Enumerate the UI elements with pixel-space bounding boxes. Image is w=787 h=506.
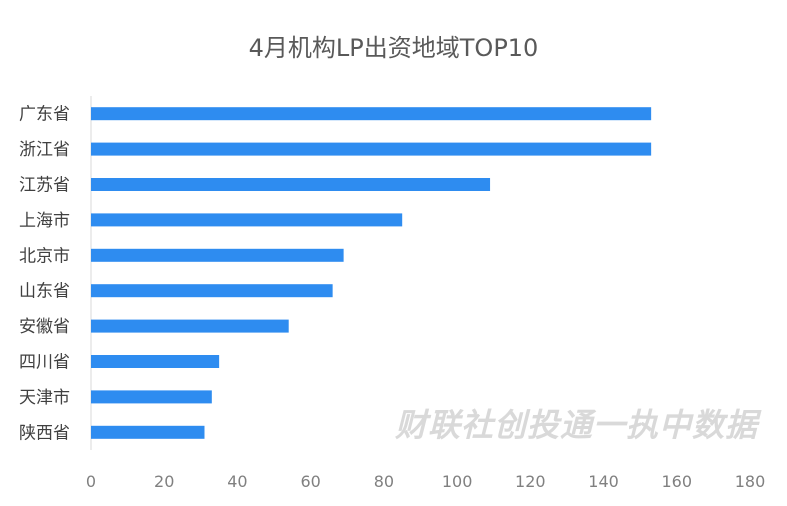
y-tick-label: 天津市 bbox=[19, 388, 70, 408]
y-tick-label: 广东省 bbox=[19, 105, 70, 125]
bar bbox=[91, 107, 652, 121]
chart-title: 4月机构LP出资地域TOP10 bbox=[248, 34, 539, 62]
bar bbox=[91, 178, 491, 191]
y-tick-label: 安徽省 bbox=[19, 317, 70, 337]
x-tick-label: 100 bbox=[442, 472, 473, 491]
y-tick-label: 江苏省 bbox=[19, 176, 70, 196]
y-tick-label: 山东省 bbox=[19, 282, 70, 302]
x-tick-label: 0 bbox=[86, 472, 96, 491]
y-tick-label: 陕西省 bbox=[19, 423, 70, 443]
bar bbox=[91, 142, 652, 156]
x-tick-label: 40 bbox=[227, 472, 247, 491]
x-tick-label: 120 bbox=[515, 472, 546, 491]
bar bbox=[91, 248, 344, 262]
bar bbox=[91, 284, 333, 298]
bar bbox=[91, 213, 403, 227]
bar bbox=[91, 390, 212, 404]
y-tick-label: 浙江省 bbox=[19, 140, 70, 160]
watermark: 财联社创投通一执中数据 bbox=[395, 406, 759, 444]
x-tick-label: 60 bbox=[300, 472, 320, 491]
x-tick-label: 140 bbox=[588, 472, 619, 491]
x-tick-label: 180 bbox=[735, 472, 766, 491]
y-tick-label: 四川省 bbox=[19, 353, 70, 373]
bar bbox=[91, 319, 289, 333]
x-tick-label: 160 bbox=[662, 472, 693, 491]
y-tick-label: 上海市 bbox=[19, 211, 70, 231]
bar bbox=[91, 425, 205, 439]
y-tick-label: 北京市 bbox=[19, 246, 70, 266]
x-tick-label: 80 bbox=[374, 472, 394, 491]
bar bbox=[91, 355, 220, 368]
x-tick-label: 20 bbox=[154, 472, 174, 491]
